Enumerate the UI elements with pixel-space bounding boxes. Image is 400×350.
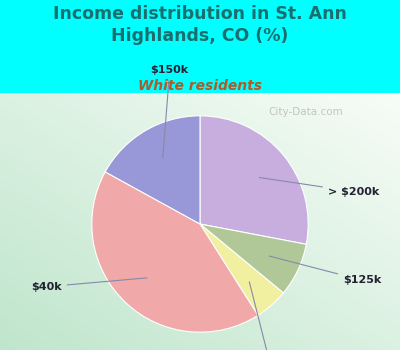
Text: White residents: White residents xyxy=(138,79,262,93)
Text: $40k: $40k xyxy=(31,278,147,292)
Text: Income distribution in St. Ann
Highlands, CO (%): Income distribution in St. Ann Highlands… xyxy=(53,5,347,46)
Wedge shape xyxy=(200,116,308,244)
Text: $150k: $150k xyxy=(151,65,189,158)
Wedge shape xyxy=(92,172,258,332)
Text: > $200k: > $200k xyxy=(260,177,379,197)
Text: City-Data.com: City-Data.com xyxy=(268,107,343,117)
Text: $125k: $125k xyxy=(269,256,381,285)
Wedge shape xyxy=(200,224,283,315)
Wedge shape xyxy=(200,224,306,293)
Text: $60k: $60k xyxy=(249,282,289,350)
Wedge shape xyxy=(105,116,200,224)
